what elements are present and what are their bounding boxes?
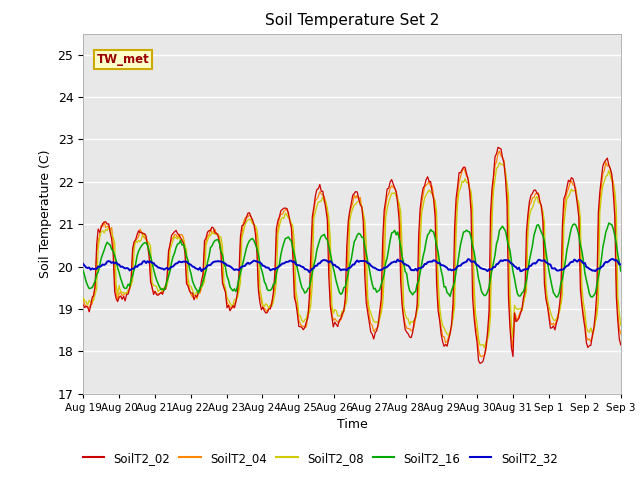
Y-axis label: Soil Temperature (C): Soil Temperature (C) xyxy=(39,149,52,278)
X-axis label: Time: Time xyxy=(337,418,367,431)
Title: Soil Temperature Set 2: Soil Temperature Set 2 xyxy=(265,13,439,28)
Text: TW_met: TW_met xyxy=(97,53,149,66)
Legend: SoilT2_02, SoilT2_04, SoilT2_08, SoilT2_16, SoilT2_32: SoilT2_02, SoilT2_04, SoilT2_08, SoilT2_… xyxy=(78,447,562,469)
